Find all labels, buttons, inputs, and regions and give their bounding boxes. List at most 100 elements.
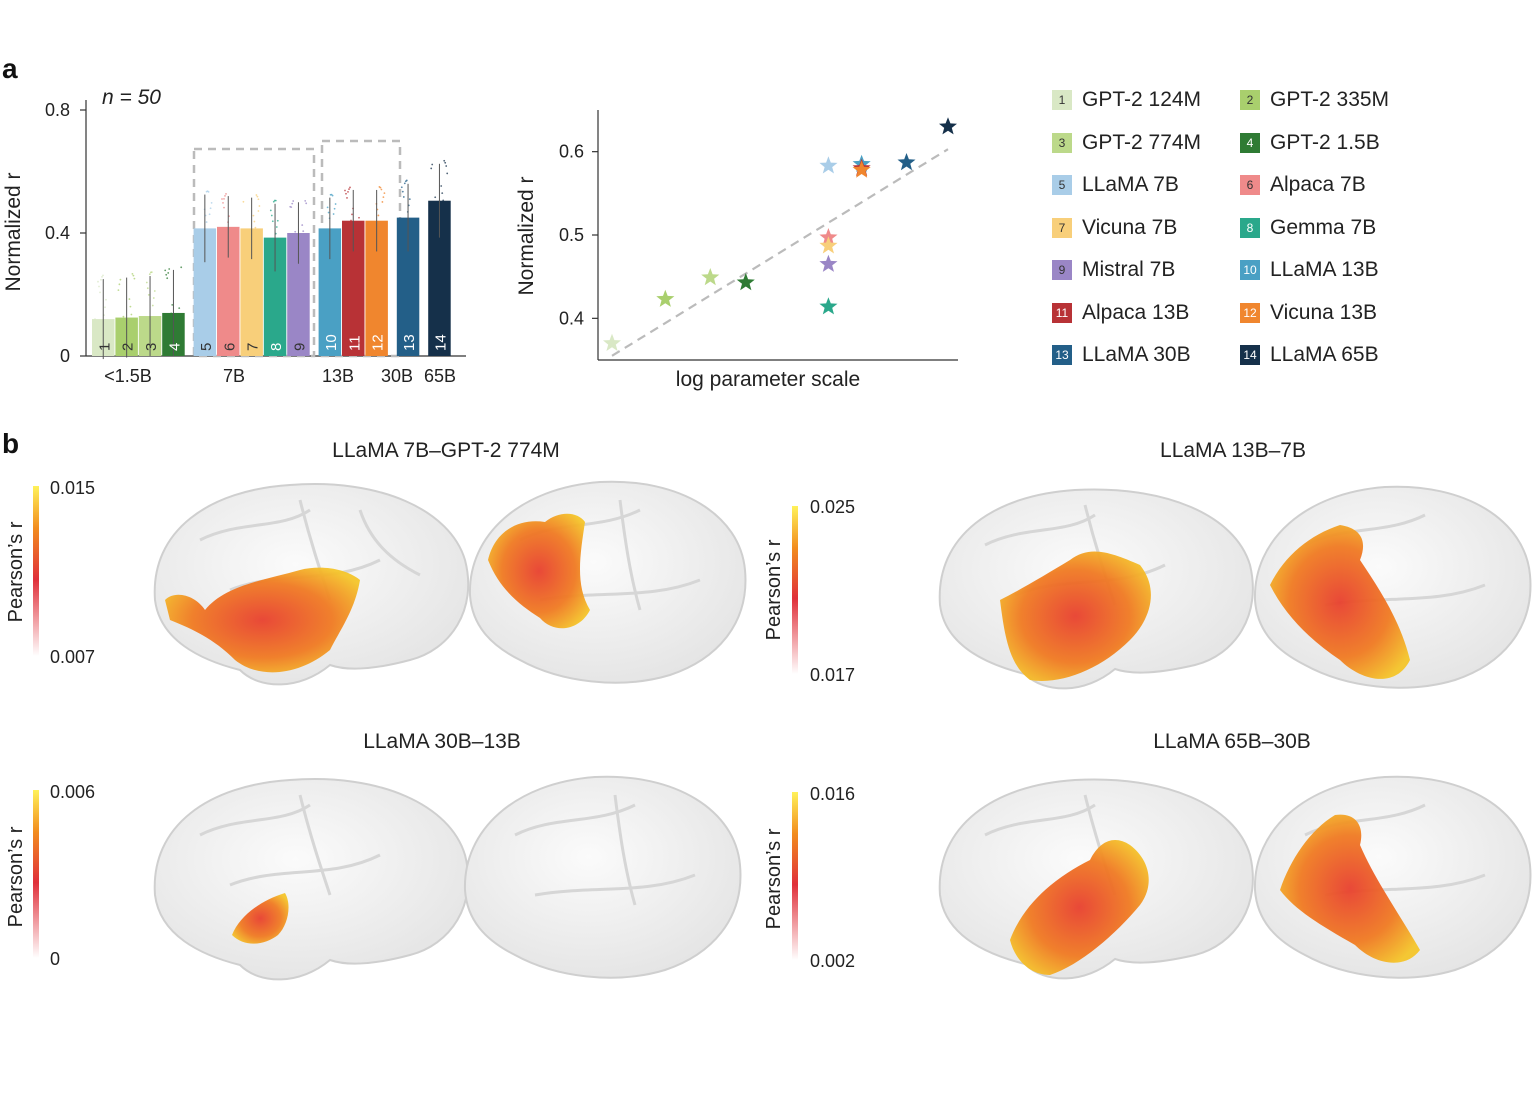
brain-1-right-hemisphere xyxy=(468,480,747,684)
bar-number-label: 8 xyxy=(268,343,285,351)
bar-7: 7 xyxy=(240,194,263,356)
bar-9: 9 xyxy=(287,199,310,356)
bar-3: 3 xyxy=(138,271,162,356)
legend-item-10: 10 LLaMA 13B xyxy=(1240,256,1379,284)
legend-label: Alpaca 13B xyxy=(1082,300,1190,324)
legend-item-12: 12 Vicuna 13B xyxy=(1240,299,1377,327)
legend-item-1: 1 GPT-2 124M xyxy=(1052,86,1201,114)
bar-11: 11 xyxy=(342,186,365,356)
legend-label: LLaMA 30B xyxy=(1082,343,1191,366)
legend-swatch: 7 xyxy=(1052,217,1072,238)
bar-number-label: 5 xyxy=(198,343,215,351)
brain-title-4: LLaMA 65B–30B xyxy=(1153,730,1311,753)
colorbar-3: Pearson’s r 0.006 0 xyxy=(5,782,95,969)
scatter-ytick-label: 0.4 xyxy=(559,308,584,328)
brain-3-right-hemisphere xyxy=(463,775,742,979)
colorbar-2-min: 0.017 xyxy=(810,665,855,685)
brain-3-left-hemisphere xyxy=(153,778,470,981)
scatter-star-model-1 xyxy=(603,333,621,351)
colorbar-2: Pearson’s r 0.025 0.017 xyxy=(763,497,855,685)
bar-rect xyxy=(263,237,287,356)
bar-group-label: 13B xyxy=(322,366,354,386)
bar-number-label: 6 xyxy=(221,343,238,351)
scatter-star-model-14 xyxy=(939,117,957,135)
legend-swatch: 8 xyxy=(1240,217,1260,238)
legend-swatch: 10 xyxy=(1240,260,1260,280)
scatter-star-model-2 xyxy=(656,289,675,307)
bar-number-label: 11 xyxy=(346,335,363,351)
colorbar-4-label: Pearson’s r xyxy=(763,828,785,929)
legend-label: Gemma 7B xyxy=(1270,215,1377,239)
legend-swatch: 11 xyxy=(1052,302,1072,323)
colorbar-3-label: Pearson’s r xyxy=(5,826,27,927)
colorbar-3-max: 0.006 xyxy=(50,782,95,802)
brain-2-left-hemisphere xyxy=(938,488,1254,690)
legend-swatch: 5 xyxy=(1052,175,1072,195)
legend-item-6: 6 Alpaca 7B xyxy=(1240,171,1366,199)
scatter-star-model-13 xyxy=(897,153,916,171)
bar-group-label: <1.5B xyxy=(104,366,152,386)
colorbar-2-max: 0.025 xyxy=(810,497,855,517)
colorbar-1-label: Pearson’s r xyxy=(5,521,27,622)
scatter-star-model-7 xyxy=(819,236,838,254)
scatter-star-model-12 xyxy=(852,160,871,178)
brain-title-2: LLaMA 13B–7B xyxy=(1160,439,1306,462)
bar-number-label: 14 xyxy=(432,334,449,351)
legend-item-11: 11 Alpaca 13B xyxy=(1052,299,1189,327)
colorbar-4: Pearson’s r 0.016 0.002 xyxy=(763,784,855,971)
legend-label: GPT-2 1.5B xyxy=(1270,130,1380,154)
colorbar-2-label: Pearson’s r xyxy=(763,539,785,640)
legend-item-13: 13 LLaMA 30B xyxy=(1052,341,1191,369)
bar-ytick-label: 0.4 xyxy=(45,223,70,243)
panel-b-label: b xyxy=(2,428,19,459)
scatter-ylabel: Normalized r xyxy=(515,176,538,295)
bar-number-label: 7 xyxy=(245,343,262,351)
legend-swatch: 13 xyxy=(1052,345,1072,365)
trend-line xyxy=(611,148,949,357)
legend-swatch: 14 xyxy=(1240,345,1260,365)
colorbar-1: Pearson’s r 0.015 0.007 xyxy=(5,478,95,667)
legend-swatch: 12 xyxy=(1240,302,1260,323)
legend-label: GPT-2 774M xyxy=(1082,130,1202,154)
bar-group-label: 7B xyxy=(223,366,245,386)
brain-4-left-hemisphere xyxy=(938,778,1254,980)
legend-swatch: 6 xyxy=(1240,175,1260,195)
bar-12: 12 xyxy=(365,185,388,356)
scatter-star-model-3 xyxy=(701,268,720,286)
legend-item-8: 8 Gemma 7B xyxy=(1240,214,1376,242)
legend-label: Vicuna 7B xyxy=(1082,215,1178,239)
panel-a-label: a xyxy=(2,53,18,84)
legend-label: GPT-2 335M xyxy=(1270,88,1390,111)
bar-8: 8 xyxy=(263,199,287,356)
scatter-star-model-9 xyxy=(819,254,838,272)
bar-group-label: 65B xyxy=(424,366,456,386)
bar-rect xyxy=(193,228,217,356)
bar-rect xyxy=(318,228,342,356)
colorbar-3-min: 0 xyxy=(50,949,60,969)
legend-item-5: 5 LLaMA 7B xyxy=(1052,171,1179,199)
scatter-chart: Normalized r log parameter scale 0.4 0.5 0… xyxy=(515,110,958,391)
bar-n-label: n = 50 xyxy=(102,86,161,109)
legend-item-4: 4 GPT-2 1.5B xyxy=(1240,129,1380,157)
brain-2-right-hemisphere xyxy=(1253,485,1532,689)
colorbar-4-max: 0.016 xyxy=(810,784,855,804)
colorbar-1-max: 0.015 xyxy=(50,478,95,498)
brain-4-right-hemisphere xyxy=(1253,775,1532,979)
legend-swatch: 3 xyxy=(1052,132,1072,153)
bar-6: 6 xyxy=(217,193,240,356)
bar-number-label: 12 xyxy=(370,334,387,351)
legend-swatch: 9 xyxy=(1052,260,1072,280)
colorbar-1-min: 0.007 xyxy=(50,647,95,667)
legend-item-9: 9 Mistral 7B xyxy=(1052,256,1175,284)
legend-label: LLaMA 65B xyxy=(1270,343,1379,366)
bar-group-label: 30B xyxy=(381,366,413,386)
bar-1: 1 xyxy=(92,274,115,360)
bar-ylabel: Normalized r xyxy=(2,172,25,291)
legend-swatch: 4 xyxy=(1240,132,1260,153)
bar-2: 2 xyxy=(115,273,138,358)
legend-item-14: 14 LLaMA 65B xyxy=(1240,341,1379,369)
bar-13: 13 xyxy=(396,179,420,356)
bar-number-label: 4 xyxy=(166,343,183,351)
legend-item-7: 7 Vicuna 7B xyxy=(1052,214,1177,242)
